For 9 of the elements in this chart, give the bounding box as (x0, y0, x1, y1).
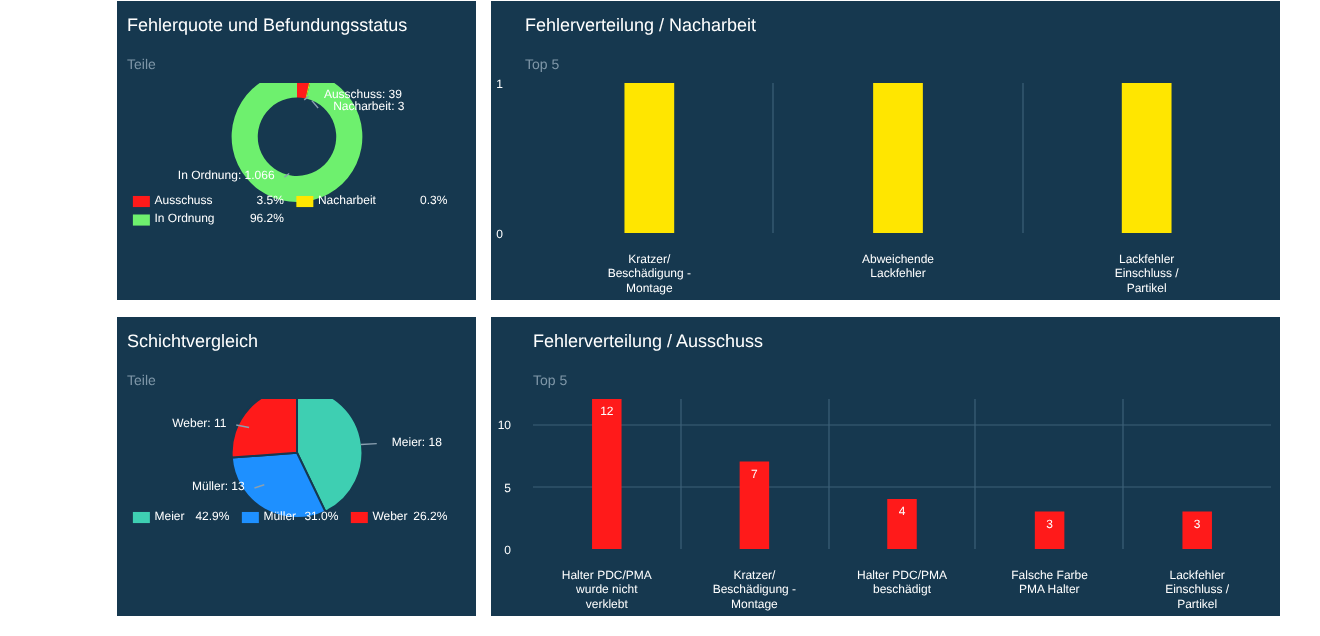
bar (1182, 511, 1212, 549)
chart-title: Fehlerverteilung / Nacharbeit (525, 15, 758, 35)
bar (1034, 511, 1065, 549)
chart-title: Fehlerverteilung / Ausschuss (533, 331, 765, 351)
chart-title: Schichtvergleich (127, 331, 259, 351)
bar (739, 461, 770, 549)
bar (887, 499, 917, 549)
chart-title: Fehlerquote und Befundungsstatus (127, 15, 409, 35)
bar (592, 399, 622, 549)
